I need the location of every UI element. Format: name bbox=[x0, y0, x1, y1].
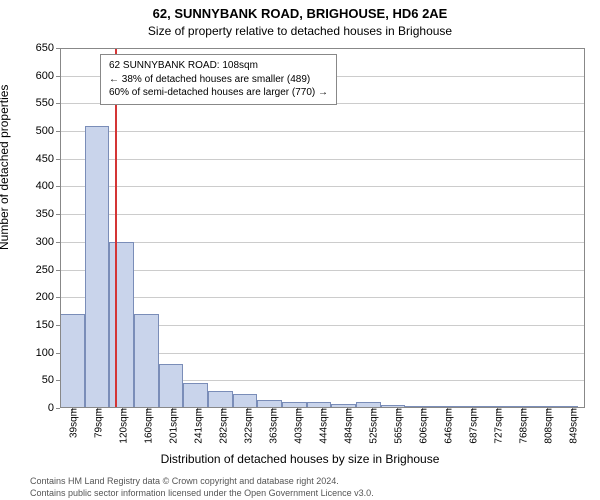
histogram-bar bbox=[109, 242, 134, 408]
footnote: Contains HM Land Registry data © Crown c… bbox=[30, 476, 374, 499]
x-axis-label: Distribution of detached houses by size … bbox=[0, 452, 600, 466]
histogram-bar bbox=[60, 314, 85, 408]
histogram-bar bbox=[159, 364, 184, 408]
x-tick: 808sqm bbox=[539, 408, 554, 444]
x-tick: 39sqm bbox=[65, 408, 80, 438]
info-box: 62 SUNNYBANK ROAD: 108sqm ← 38% of detac… bbox=[100, 54, 337, 105]
x-tick: 444sqm bbox=[315, 408, 330, 444]
footnote-line2: Contains public sector information licen… bbox=[30, 488, 374, 500]
x-tick: 120sqm bbox=[115, 408, 130, 444]
x-tick: 606sqm bbox=[415, 408, 430, 444]
info-line-3: 60% of semi-detached houses are larger (… bbox=[109, 86, 328, 100]
plot-area: 0501001502002503003504004505005506006503… bbox=[60, 48, 585, 408]
histogram-bar bbox=[233, 394, 258, 408]
x-tick: 201sqm bbox=[165, 408, 180, 444]
info-line-2: ← 38% of detached houses are smaller (48… bbox=[109, 73, 328, 87]
footnote-line1: Contains HM Land Registry data © Crown c… bbox=[30, 476, 374, 488]
x-tick: 160sqm bbox=[139, 408, 154, 444]
x-tick: 241sqm bbox=[189, 408, 204, 444]
x-tick: 849sqm bbox=[565, 408, 580, 444]
x-tick: 565sqm bbox=[389, 408, 404, 444]
x-tick: 687sqm bbox=[465, 408, 480, 444]
x-tick: 646sqm bbox=[439, 408, 454, 444]
x-tick: 525sqm bbox=[365, 408, 380, 444]
histogram-bar bbox=[183, 383, 208, 408]
info-line-1: 62 SUNNYBANK ROAD: 108sqm bbox=[109, 59, 328, 73]
x-tick: 727sqm bbox=[489, 408, 504, 444]
x-tick: 363sqm bbox=[265, 408, 280, 444]
x-tick: 282sqm bbox=[215, 408, 230, 444]
x-tick: 768sqm bbox=[515, 408, 530, 444]
x-tick: 79sqm bbox=[90, 408, 105, 438]
chart-container: 62, SUNNYBANK ROAD, BRIGHOUSE, HD6 2AE S… bbox=[0, 0, 600, 500]
x-tick: 322sqm bbox=[239, 408, 254, 444]
x-tick: 403sqm bbox=[289, 408, 304, 444]
chart-title-sub: Size of property relative to detached ho… bbox=[0, 24, 600, 38]
x-tick: 484sqm bbox=[339, 408, 354, 444]
chart-title-address: 62, SUNNYBANK ROAD, BRIGHOUSE, HD6 2AE bbox=[0, 6, 600, 21]
y-axis-label: Number of detached properties bbox=[0, 85, 11, 250]
histogram-bar bbox=[208, 391, 233, 408]
histogram-bar bbox=[85, 126, 110, 408]
histogram-bar bbox=[134, 314, 159, 408]
histogram-bar bbox=[257, 400, 282, 408]
